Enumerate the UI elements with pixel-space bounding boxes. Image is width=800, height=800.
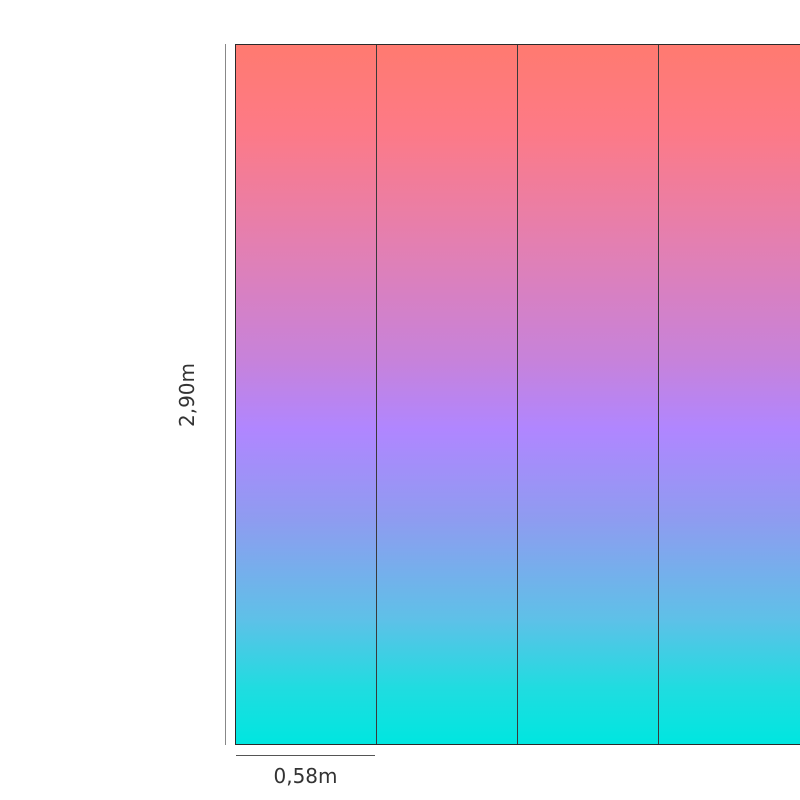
width-dimension-label: 0,58m (273, 764, 338, 788)
wallpaper-panels (235, 44, 800, 745)
height-dimension-label: 2,90m (175, 362, 199, 428)
panel-seam (517, 45, 518, 744)
height-dimension-line (225, 44, 226, 745)
width-dimension-line (236, 755, 375, 756)
panel-seam (376, 45, 377, 744)
panel-seam (658, 45, 659, 744)
